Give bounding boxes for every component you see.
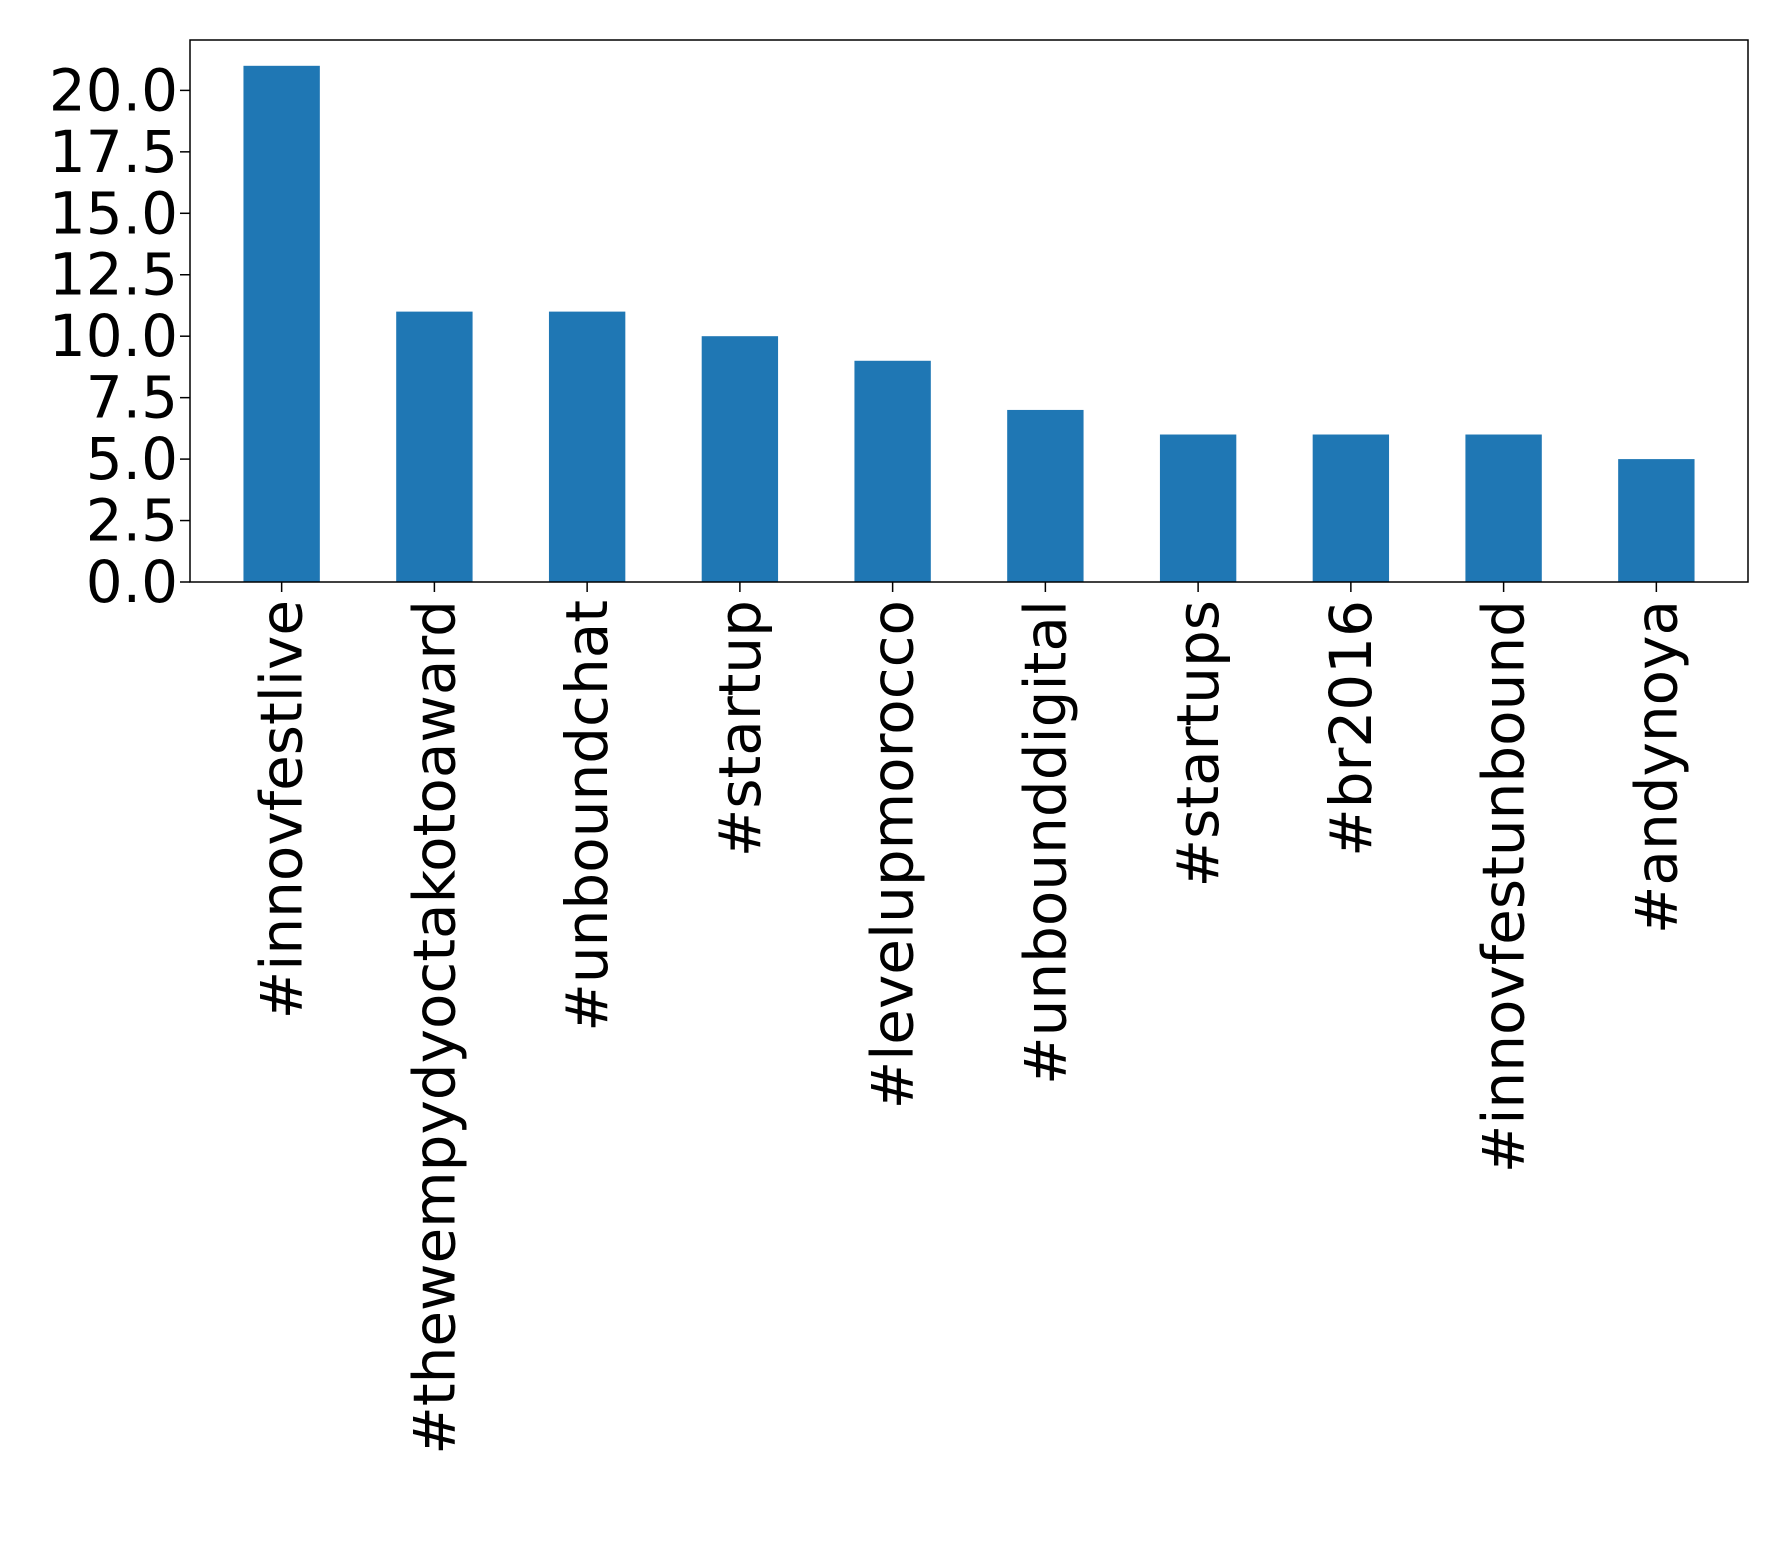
- x-tick-label: #innovfestlive: [248, 600, 316, 1019]
- y-tick-label: 0.0: [86, 548, 178, 616]
- x-tick-label: #unbounddigital: [1011, 600, 1079, 1085]
- y-axis: 0.02.55.07.510.012.515.017.520.0: [49, 56, 190, 616]
- y-tick-label: 15.0: [49, 179, 178, 247]
- x-tick-label: #startup: [706, 600, 774, 857]
- x-tick-label: #innovfestunbound: [1470, 600, 1538, 1173]
- bar-thewempydyoctakotoaward: [396, 311, 473, 582]
- bar-unboundchat: [548, 311, 626, 582]
- bar-startups: [1159, 434, 1237, 582]
- x-tick-label: #andynoya: [1622, 600, 1690, 934]
- x-tick-label: #br2016: [1317, 600, 1385, 857]
- y-tick-label: 5.0: [86, 425, 178, 493]
- bar-levelupmorocco: [854, 360, 931, 582]
- bar-innovfestunbound: [1465, 434, 1542, 582]
- bar-andynoya: [1618, 459, 1695, 582]
- x-tick-label: #thewempydyoctakotoaward: [400, 600, 468, 1455]
- bars-group: [243, 65, 1695, 583]
- y-tick-label: 10.0: [49, 302, 178, 370]
- x-tick-label: #levelupmorocco: [859, 600, 927, 1109]
- bar-br2016: [1312, 434, 1390, 582]
- y-tick-label: 12.5: [49, 241, 178, 309]
- y-tick-label: 2.5: [86, 487, 178, 555]
- x-tick-label: #startups: [1164, 600, 1232, 887]
- bar-startup: [701, 336, 779, 582]
- x-tick-label: #unboundchat: [553, 600, 621, 1032]
- x-axis: #innovfestlive #thewempydyoctakotoaward #u…: [248, 582, 1690, 1455]
- bar-unbounddigital: [1007, 409, 1084, 582]
- y-tick-label: 7.5: [86, 364, 178, 432]
- y-tick-label: 20.0: [49, 56, 178, 124]
- y-tick-label: 17.5: [49, 118, 178, 186]
- bar-innovfestlive: [243, 65, 320, 583]
- plot-frame: [189, 39, 1749, 583]
